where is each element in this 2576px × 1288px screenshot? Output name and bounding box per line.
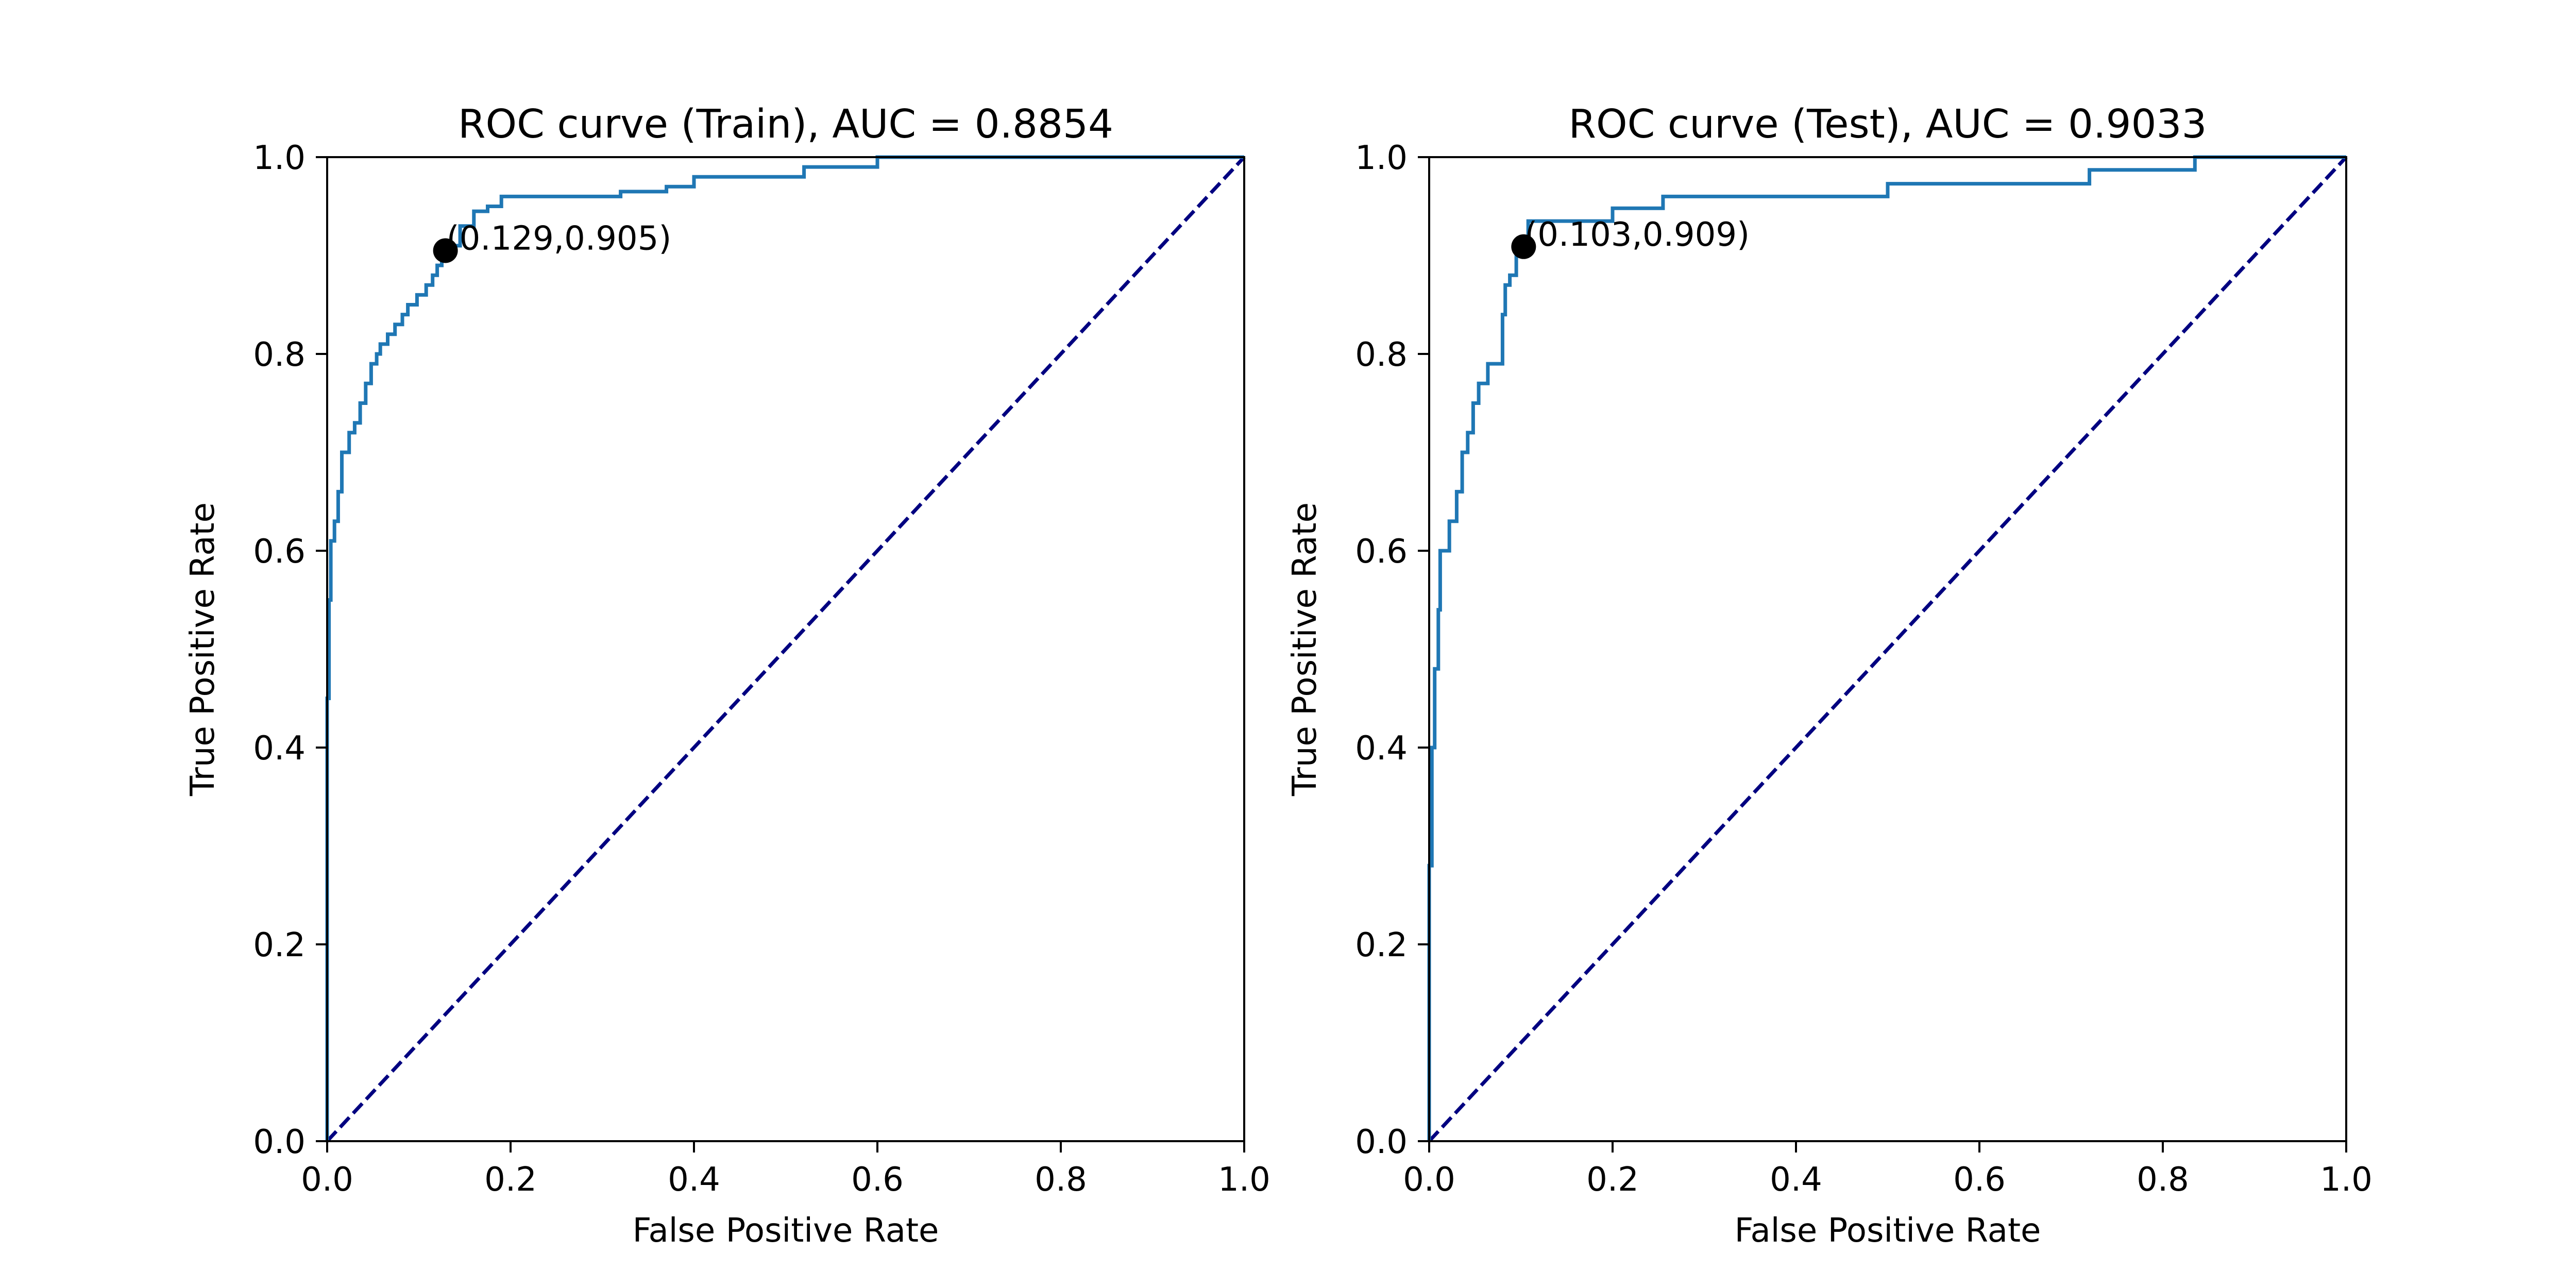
y-tick-label: 1.0 [253, 139, 306, 177]
x-tick-label: 0.4 [668, 1161, 720, 1199]
optimal-threshold-marker [1511, 234, 1536, 259]
roc-curve [1427, 155, 2346, 1141]
chart-title: ROC curve (Test), AUC = 0.9033 [1569, 101, 2207, 147]
optimal-threshold-marker [433, 238, 458, 263]
x-axis-label: False Positive Rate [1735, 1212, 2041, 1250]
optimal-point-annotation: (0.103,0.909) [1524, 216, 1750, 254]
chance-line [1428, 156, 2348, 1143]
y-tick-label: 0.8 [253, 336, 306, 374]
roc-train-panel: ROC curve (Train), AUC = 0.8854 False Po… [184, 101, 1270, 1250]
x-tick-label: 0.2 [1586, 1161, 1639, 1199]
x-tick-label: 0.0 [301, 1161, 353, 1199]
x-tick-label: 0.6 [851, 1161, 904, 1199]
optimal-point-annotation: (0.129,0.905) [447, 219, 672, 258]
x-axis-label: False Positive Rate [633, 1212, 939, 1250]
y-tick-label: 0.4 [253, 730, 306, 768]
x-tick-label: 0.4 [1770, 1161, 1822, 1199]
y-tick-label: 0.6 [1355, 533, 1408, 571]
y-axis-label: True Positive Rate [1286, 502, 1324, 796]
y-tick-label: 0.6 [253, 533, 306, 571]
plot-frame [326, 156, 1245, 1142]
y-tick-label: 0.2 [1355, 926, 1408, 964]
x-tick-label: 0.2 [484, 1161, 537, 1199]
x-tick-label: 0.8 [1035, 1161, 1087, 1199]
chart-title: ROC curve (Train), AUC = 0.8854 [458, 101, 1113, 147]
roc-curve [325, 155, 1244, 1141]
x-tick-label: 1.0 [2320, 1161, 2372, 1199]
y-axis-label: True Positive Rate [184, 502, 222, 796]
roc-test-panel: ROC curve (Test), AUC = 0.9033 False Pos… [1286, 101, 2372, 1250]
y-tick-label: 0.0 [253, 1123, 306, 1161]
y-tick-label: 0.4 [1355, 730, 1408, 768]
y-tick-label: 0.8 [1355, 336, 1408, 374]
y-tick-label: 1.0 [1355, 139, 1408, 177]
x-tick-label: 0.6 [1953, 1161, 2006, 1199]
x-tick-label: 0.0 [1403, 1161, 1455, 1199]
chance-line [326, 156, 1246, 1143]
y-tick-label: 0.0 [1355, 1123, 1408, 1161]
x-tick-label: 1.0 [1218, 1161, 1270, 1199]
x-tick-label: 0.8 [2137, 1161, 2189, 1199]
plot-frame [1428, 156, 2347, 1142]
y-tick-label: 0.2 [253, 926, 306, 964]
